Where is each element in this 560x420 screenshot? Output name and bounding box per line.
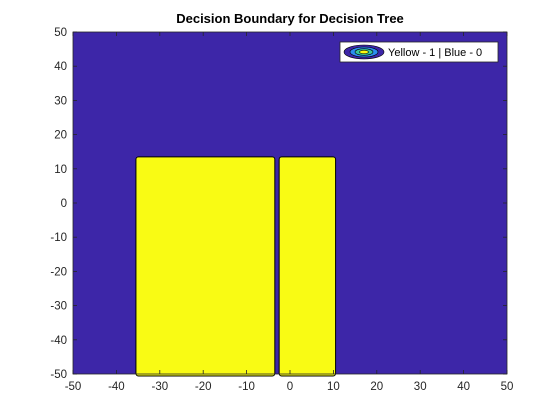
x-tick-label: -30 (151, 381, 168, 393)
legend-box (339, 41, 499, 63)
y-axis-ticks: -50 -40 -30 -20 -10 0 10 20 30 40 50 (50, 27, 507, 381)
x-tick-label: -10 (238, 381, 255, 393)
legend: Yellow - 1 | Blue - 0 (339, 41, 499, 63)
class-1-region-2 (278, 156, 337, 377)
x-tick-label: 0 (287, 381, 293, 393)
y-tick-label: 40 (54, 61, 67, 73)
x-tick-label: 20 (370, 381, 383, 393)
x-tick-label: 10 (327, 381, 340, 393)
x-tick-label: -20 (195, 381, 212, 393)
class-1-region-1 (135, 156, 276, 377)
x-tick-label: 40 (457, 381, 470, 393)
y-tick-label: -40 (50, 335, 67, 347)
legend-contour-ring (359, 49, 369, 55)
x-tick-label: -40 (108, 381, 125, 393)
x-axis-ticks: -50 -40 -30 -20 -10 0 10 20 30 40 50 (65, 32, 514, 393)
y-tick-label: 50 (54, 27, 67, 39)
class-1-regions (135, 156, 337, 377)
legend-label: Yellow - 1 | Blue - 0 (388, 47, 482, 59)
chart-title: Decision Boundary for Decision Tree (176, 11, 404, 26)
y-tick-label: -50 (50, 369, 67, 381)
x-tick-label: 30 (414, 381, 427, 393)
contour-legend-icon (343, 44, 385, 60)
y-tick-label: -20 (50, 266, 67, 278)
y-tick-label: -30 (50, 301, 67, 313)
y-tick-label: -10 (50, 232, 67, 244)
y-tick-label: 10 (54, 164, 67, 176)
y-tick-label: 0 (61, 198, 67, 210)
x-tick-label: 50 (501, 381, 514, 393)
y-tick-label: 30 (54, 95, 67, 107)
x-tick-label: -50 (65, 381, 82, 393)
y-tick-label: 20 (54, 130, 67, 142)
